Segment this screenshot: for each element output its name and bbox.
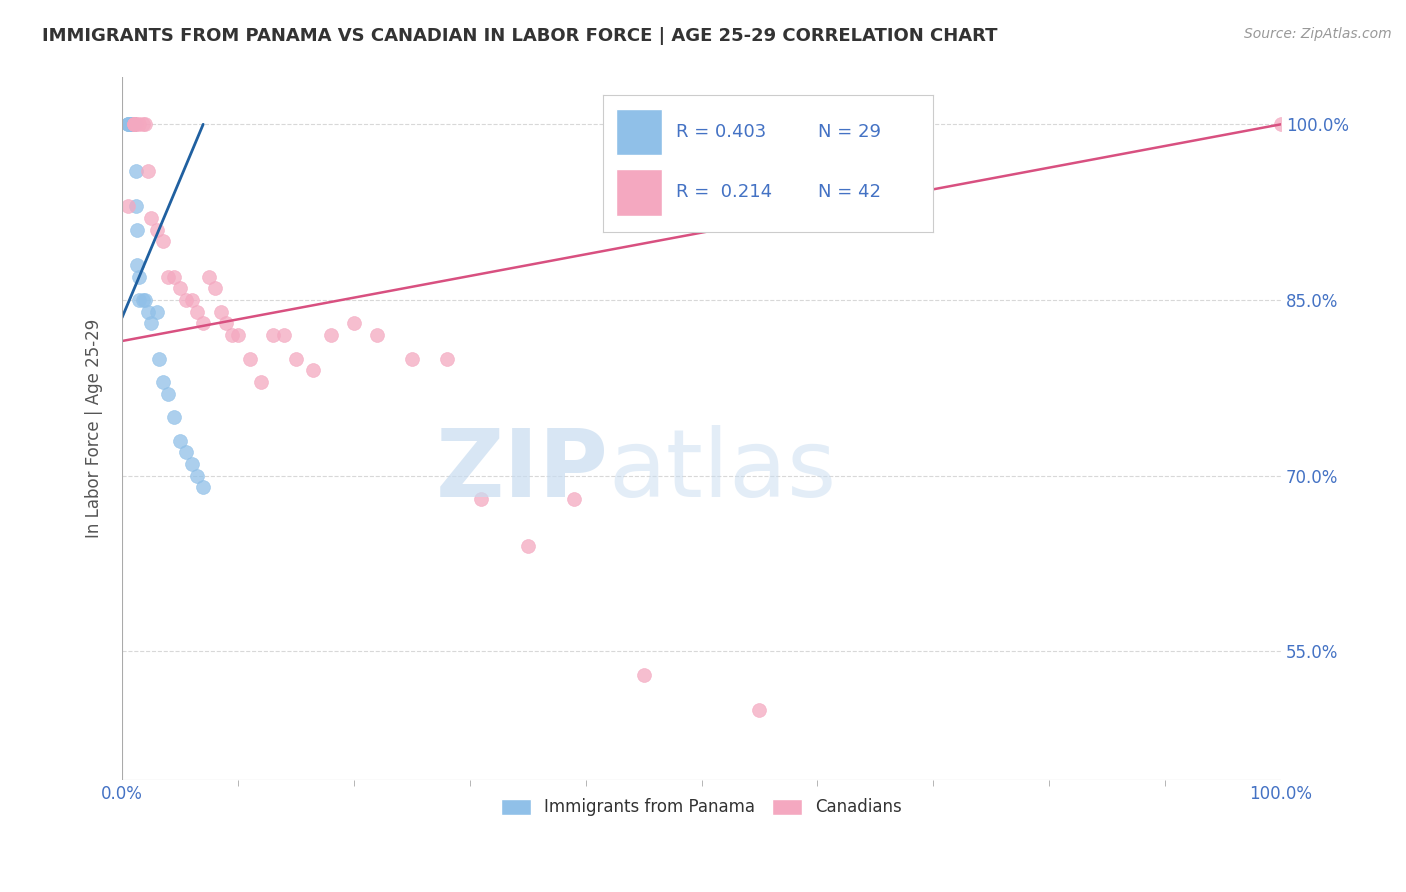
Point [120,117,142,131]
Point [343,317,366,331]
Point [152,375,174,389]
Point [132,117,155,131]
Y-axis label: In Labor Force | Age 25-29: In Labor Force | Age 25-29 [86,319,103,539]
Text: ZIP: ZIP [436,425,609,517]
Text: atlas: atlas [609,425,837,517]
Point [273,328,295,343]
Point [198,269,221,284]
Point [302,363,325,377]
Point [163,410,186,425]
Point [174,293,197,307]
Point [366,328,388,343]
Point [193,480,215,494]
Point [262,328,284,343]
Text: Source: ZipAtlas.com: Source: ZipAtlas.com [1244,27,1392,41]
Point [125,117,148,131]
Point [174,445,197,459]
Point [134,293,156,307]
Point [122,117,145,131]
Point [250,375,273,389]
Point [139,211,162,225]
Point [193,317,215,331]
Point [128,269,150,284]
Point [1270,117,1292,131]
Point [633,668,655,682]
Point [284,351,307,366]
Point [125,164,148,178]
Point [157,269,180,284]
Point [139,317,162,331]
Point [117,199,139,213]
Point [127,223,149,237]
Point [180,293,202,307]
Point [136,304,159,318]
Point [125,199,148,213]
Point [319,328,342,343]
Point [117,117,139,131]
Point [117,117,139,131]
Point [401,351,423,366]
Point [169,281,191,295]
Point [136,164,159,178]
Point [516,539,538,553]
Text: IMMIGRANTS FROM PANAMA VS CANADIAN IN LABOR FORCE | AGE 25-29 CORRELATION CHART: IMMIGRANTS FROM PANAMA VS CANADIAN IN LA… [42,27,998,45]
Point [226,328,249,343]
Point [122,117,145,131]
Point [215,317,238,331]
Point [122,117,145,131]
Point [748,703,770,717]
Point [134,117,156,131]
Point [436,351,458,366]
Point [146,223,169,237]
Point [169,434,191,448]
Point [221,328,243,343]
Point [163,269,186,284]
Point [204,281,226,295]
Point [120,117,142,131]
Point [186,304,208,318]
Point [180,457,202,471]
Point [148,351,170,366]
Point [152,235,174,249]
Point [186,468,208,483]
Point [128,293,150,307]
Legend: Immigrants from Panama, Canadians: Immigrants from Panama, Canadians [492,790,910,825]
Point [128,117,150,131]
Point [122,117,145,131]
Point [470,492,492,507]
Point [238,351,260,366]
Point [120,117,142,131]
Point [562,492,585,507]
Point [122,117,145,131]
Point [146,304,169,318]
Point [157,386,180,401]
Point [122,117,145,131]
Point [127,258,149,272]
Point [132,293,155,307]
Point [209,304,232,318]
Point [117,117,139,131]
